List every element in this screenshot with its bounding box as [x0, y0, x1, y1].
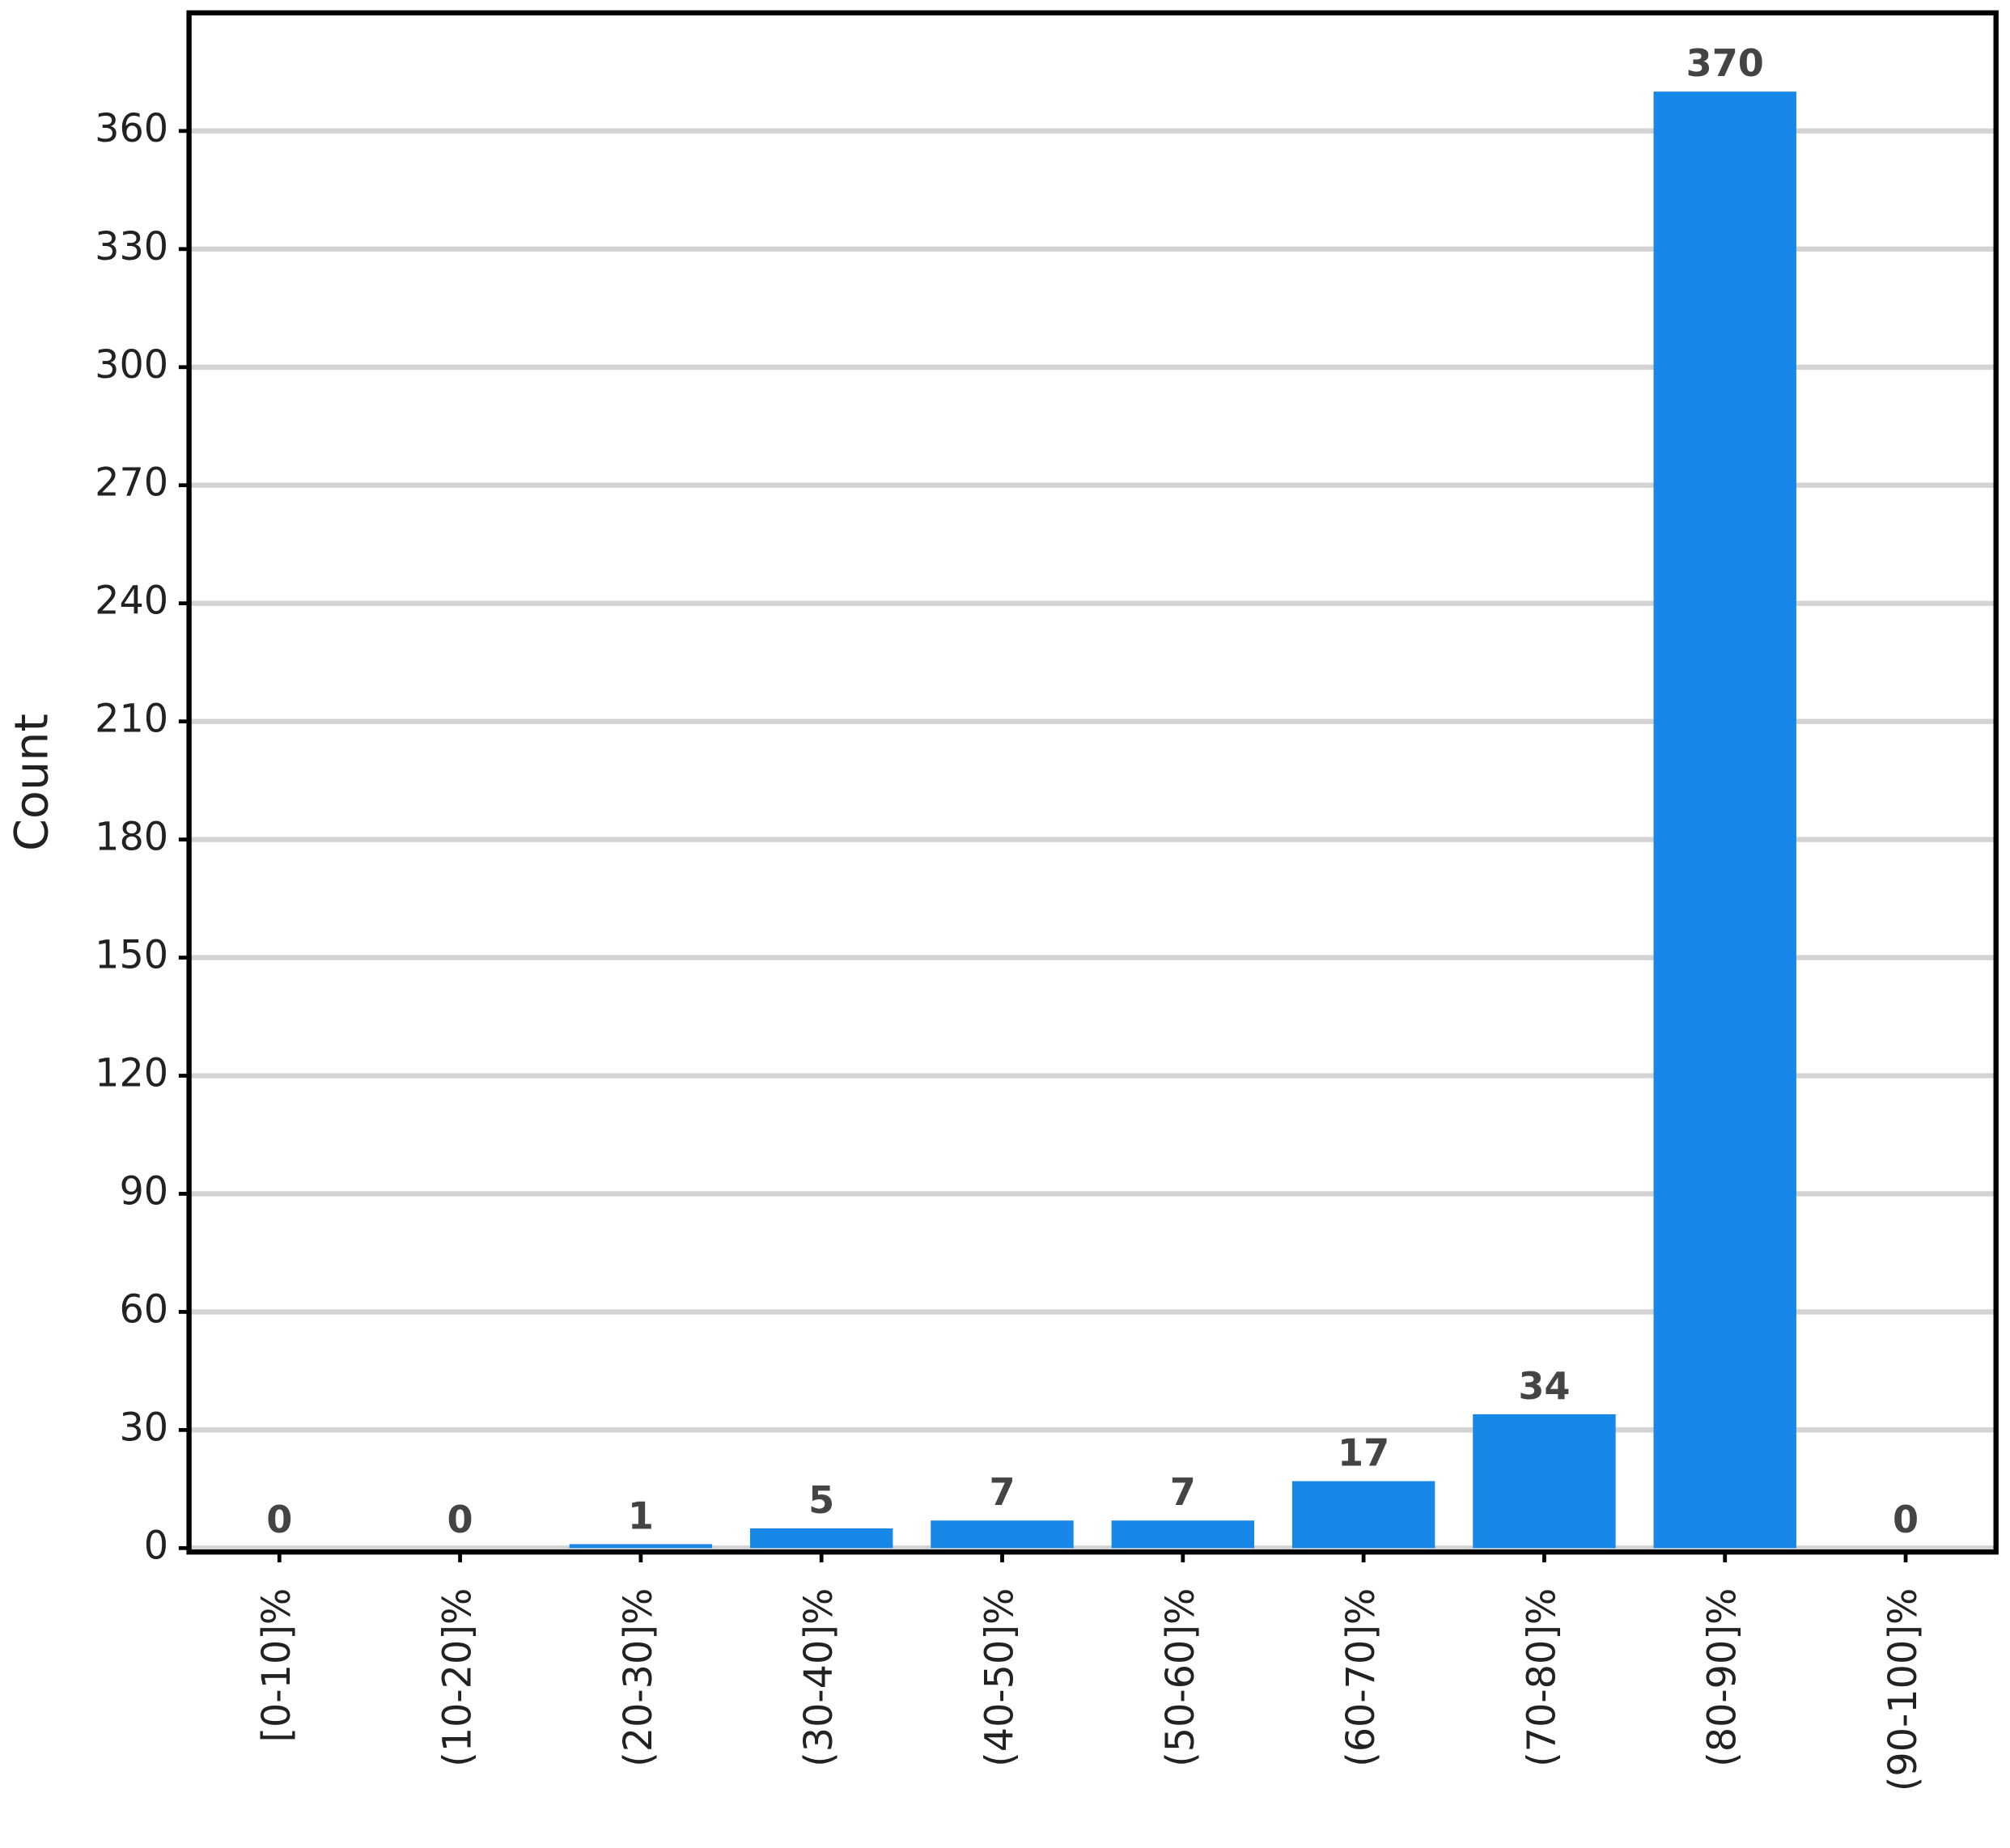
y-tick-label: 0 [144, 1524, 168, 1568]
x-tick-label: (70-80]% [1520, 1588, 1564, 1767]
y-tick-label: 90 [119, 1169, 168, 1214]
data-label: 0 [266, 1498, 292, 1541]
bar [1473, 1414, 1616, 1549]
x-tick-label: (50-60]% [1159, 1588, 1203, 1767]
data-label: 0 [1893, 1498, 1919, 1541]
bar [1653, 91, 1796, 1549]
y-tick-label: 300 [95, 343, 168, 388]
y-tick-label: 240 [95, 579, 168, 624]
y-tick-label: 210 [95, 697, 168, 742]
data-label: 1 [628, 1494, 654, 1537]
data-label: 5 [808, 1478, 834, 1522]
y-tick-label: 330 [95, 225, 168, 269]
y-tick-label: 270 [95, 461, 168, 506]
x-tick-label: (80-90]% [1701, 1588, 1745, 1767]
y-tick-label: 360 [95, 107, 168, 151]
y-tick-label: 180 [95, 816, 168, 860]
bar [569, 1544, 713, 1549]
x-tick-label: [0-10]% [255, 1588, 299, 1743]
x-tick-label: (20-30]% [617, 1588, 661, 1767]
data-label: 17 [1338, 1431, 1389, 1475]
y-tick-label: 60 [119, 1287, 168, 1332]
data-label: 0 [447, 1498, 473, 1541]
data-label: 7 [989, 1470, 1015, 1514]
bar [931, 1520, 1074, 1549]
y-axis-label: Count [5, 714, 59, 851]
y-tick-label: 150 [95, 934, 168, 978]
x-tick-label: (10-20]% [436, 1588, 481, 1767]
bar [1111, 1520, 1255, 1549]
data-label: 370 [1686, 41, 1764, 85]
data-label: 7 [1170, 1470, 1196, 1514]
x-tick-label: (30-40]% [797, 1588, 842, 1767]
x-tick-label: (60-70]% [1339, 1588, 1384, 1767]
data-label: 34 [1518, 1364, 1570, 1408]
bar [749, 1528, 893, 1549]
x-tick-label: (40-50]% [978, 1588, 1023, 1767]
x-tick-label: (90-100]% [1881, 1588, 1926, 1792]
y-tick-label: 120 [95, 1051, 168, 1096]
plot-frame [186, 10, 1999, 1555]
y-tick-label: 30 [119, 1405, 168, 1450]
bar [1291, 1481, 1435, 1549]
